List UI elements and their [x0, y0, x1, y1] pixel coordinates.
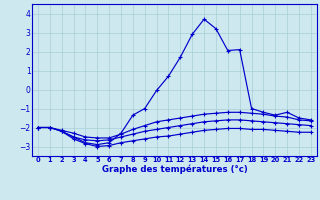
X-axis label: Graphe des températures (°c): Graphe des températures (°c)	[101, 165, 247, 174]
